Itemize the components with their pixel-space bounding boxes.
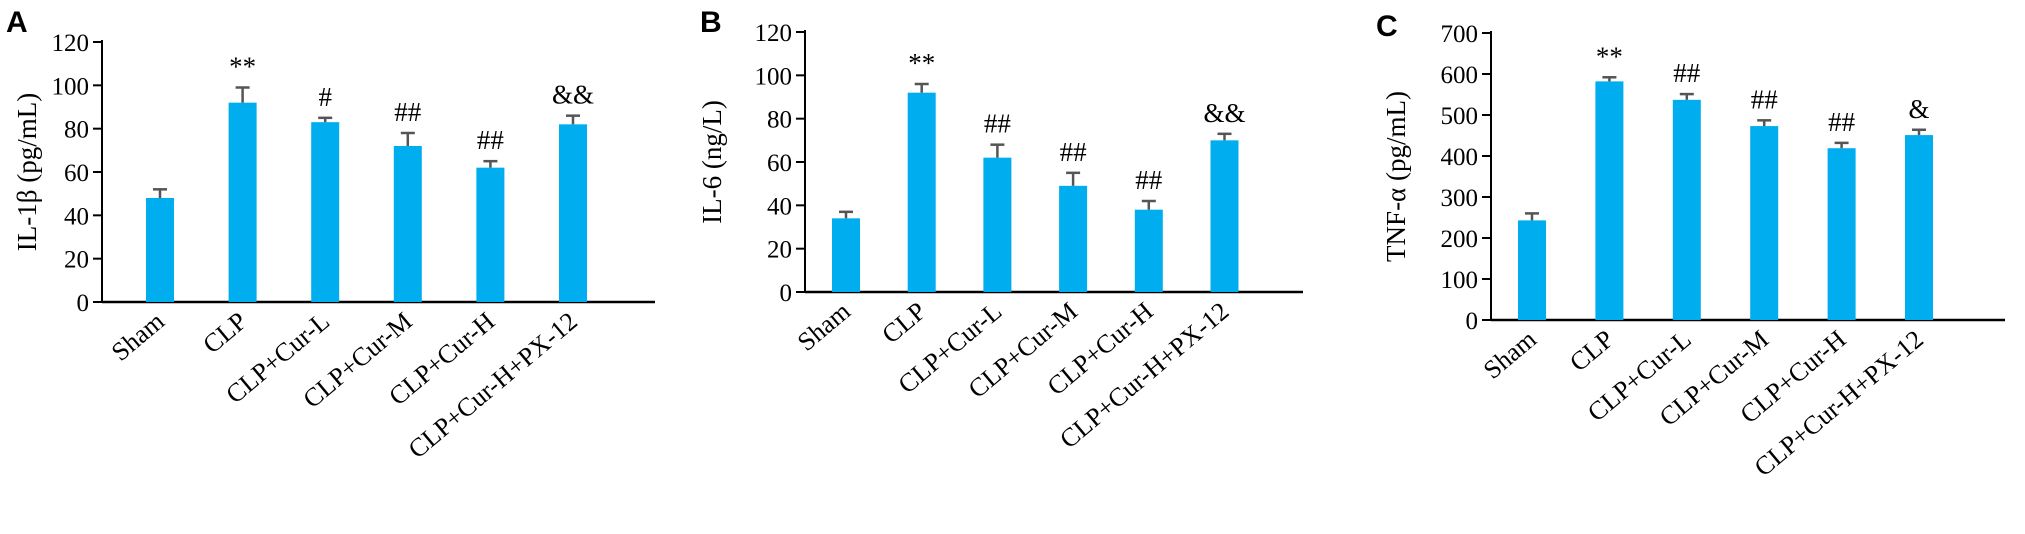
bar — [1672, 99, 1701, 320]
significance-marker: ## — [1135, 165, 1163, 195]
bar — [311, 122, 340, 303]
bar — [393, 146, 422, 302]
significance-marker: ** — [229, 52, 256, 82]
y-tick-label: 40 — [767, 193, 792, 220]
bar — [1134, 209, 1163, 292]
y-tick-label: 100 — [755, 63, 793, 90]
y-tick-label: 0 — [780, 280, 793, 307]
y-tick-label: 200 — [1441, 226, 1479, 253]
y-tick-label: 100 — [52, 73, 90, 100]
panel-c: C 0 100 200 300 400 500 600 700 TNF-α (pg/mL) Sham… — [1376, 10, 2005, 482]
panel-letter: A — [6, 6, 28, 39]
category-label: Sham — [106, 306, 170, 366]
bar — [146, 198, 174, 302]
y-tick-label: 60 — [64, 160, 89, 187]
category-label: CLP — [1564, 324, 1619, 377]
bar — [1059, 185, 1088, 292]
y-axis-title: IL-1β (pg/mL) — [12, 93, 42, 251]
y-axis-title: TNF-α (pg/mL) — [1381, 91, 1411, 262]
y-tick-label: 300 — [1441, 185, 1479, 212]
significance-marker: ## — [1060, 137, 1088, 167]
y-tick-label: 600 — [1441, 62, 1479, 89]
category-label: Sham — [1478, 324, 1542, 384]
y-tick-label: 0 — [77, 290, 90, 317]
y-tick-label: 20 — [767, 237, 792, 264]
y-tick-label: 500 — [1441, 103, 1479, 130]
y-tick-label: 60 — [767, 150, 792, 177]
y-tick-label: 120 — [52, 30, 90, 57]
bar — [1595, 81, 1624, 320]
panel-letter: B — [700, 6, 722, 39]
bar — [983, 157, 1012, 292]
y-tick-label: 80 — [767, 107, 792, 134]
y-tick-label: 40 — [64, 203, 89, 230]
significance-marker: ## — [1673, 58, 1701, 88]
bar — [1518, 220, 1546, 320]
bar — [228, 102, 257, 303]
significance-marker: ** — [1596, 41, 1623, 71]
significance-marker: && — [1203, 98, 1245, 128]
significance-marker: ## — [477, 125, 505, 155]
category-label: CLP — [197, 306, 252, 359]
significance-marker: ## — [984, 109, 1012, 139]
panel-letter: C — [1376, 10, 1398, 43]
y-tick-label: 100 — [1441, 267, 1479, 294]
significance-marker: ## — [1751, 84, 1779, 114]
category-label: CLP — [876, 296, 931, 349]
bar — [559, 124, 587, 302]
y-tick-label: 120 — [755, 20, 793, 47]
bar — [1905, 135, 1933, 320]
significance-marker: # — [318, 82, 332, 112]
bar — [1750, 126, 1779, 320]
significance-marker: ** — [908, 48, 935, 78]
y-axis-title: IL-6 (ng/L) — [697, 100, 727, 224]
y-tick-label: 400 — [1441, 144, 1479, 171]
bar — [1827, 148, 1856, 320]
significance-marker: & — [1908, 94, 1929, 124]
bar — [907, 92, 936, 293]
y-tick-label: 700 — [1441, 21, 1479, 48]
bar — [1210, 140, 1239, 292]
significance-marker: ## — [1828, 107, 1856, 137]
significance-marker: && — [552, 80, 594, 110]
bar — [832, 218, 860, 292]
bar — [476, 167, 505, 302]
y-tick-label: 20 — [64, 247, 89, 274]
category-label: Sham — [792, 296, 856, 356]
significance-marker: ## — [394, 97, 422, 127]
y-tick-label: 0 — [1466, 308, 1479, 335]
y-tick-label: 80 — [64, 117, 89, 144]
